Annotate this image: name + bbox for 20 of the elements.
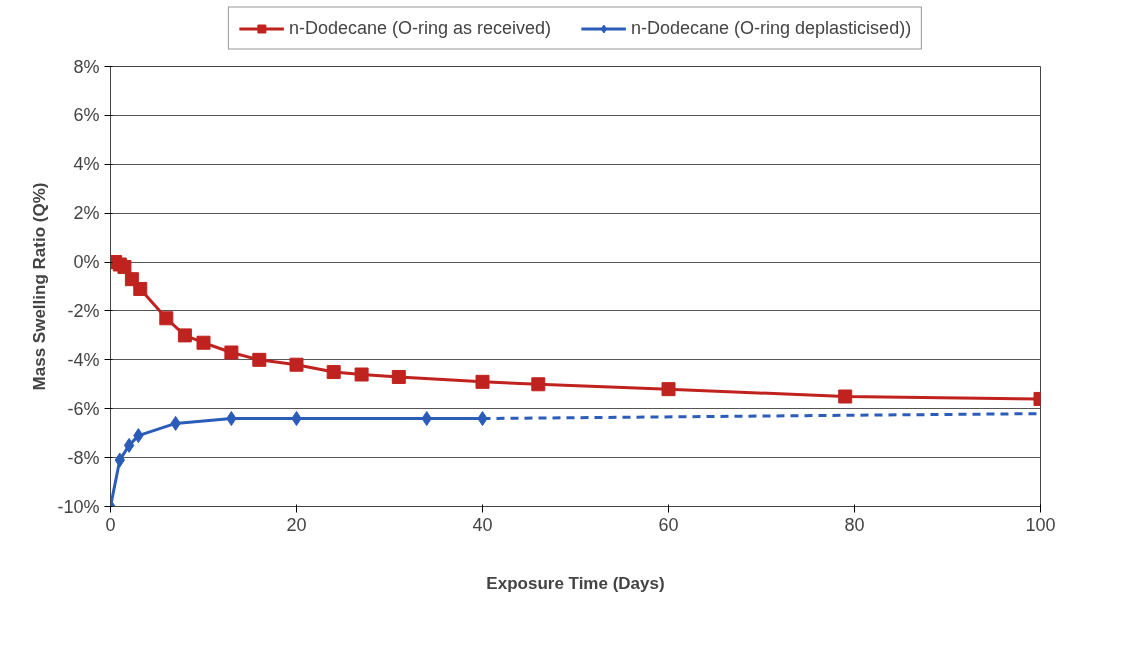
y-axis-title: Mass Swelling Ratio (Q%) <box>30 182 50 391</box>
legend-label: n-Dodecane (O-ring deplasticised)) <box>631 17 912 39</box>
legend-label: n-Dodecane (O-ring as received) <box>288 17 551 39</box>
y-tick-label: -6% <box>67 398 100 419</box>
y-tick-label: 4% <box>73 154 100 175</box>
x-tick-label: 20 <box>286 514 307 535</box>
y-tick-label: 0% <box>73 252 100 273</box>
y-tick-label: -8% <box>67 447 100 468</box>
y-tick-label: 6% <box>73 105 100 126</box>
x-tick-label: 60 <box>658 514 679 535</box>
y-tick-label: -2% <box>67 300 100 321</box>
y-tick-label: 8% <box>73 56 100 77</box>
x-axis-title: Exposure Time (Days) <box>486 573 665 593</box>
x-tick-label: 0 <box>105 514 116 535</box>
y-tick-label: -4% <box>67 349 100 370</box>
y-tick-label: 2% <box>73 203 100 224</box>
x-tick-label: 100 <box>1025 514 1056 535</box>
y-tick-label: -10% <box>57 496 100 517</box>
x-tick-label: 40 <box>472 514 493 535</box>
x-tick-label: 80 <box>844 514 865 535</box>
